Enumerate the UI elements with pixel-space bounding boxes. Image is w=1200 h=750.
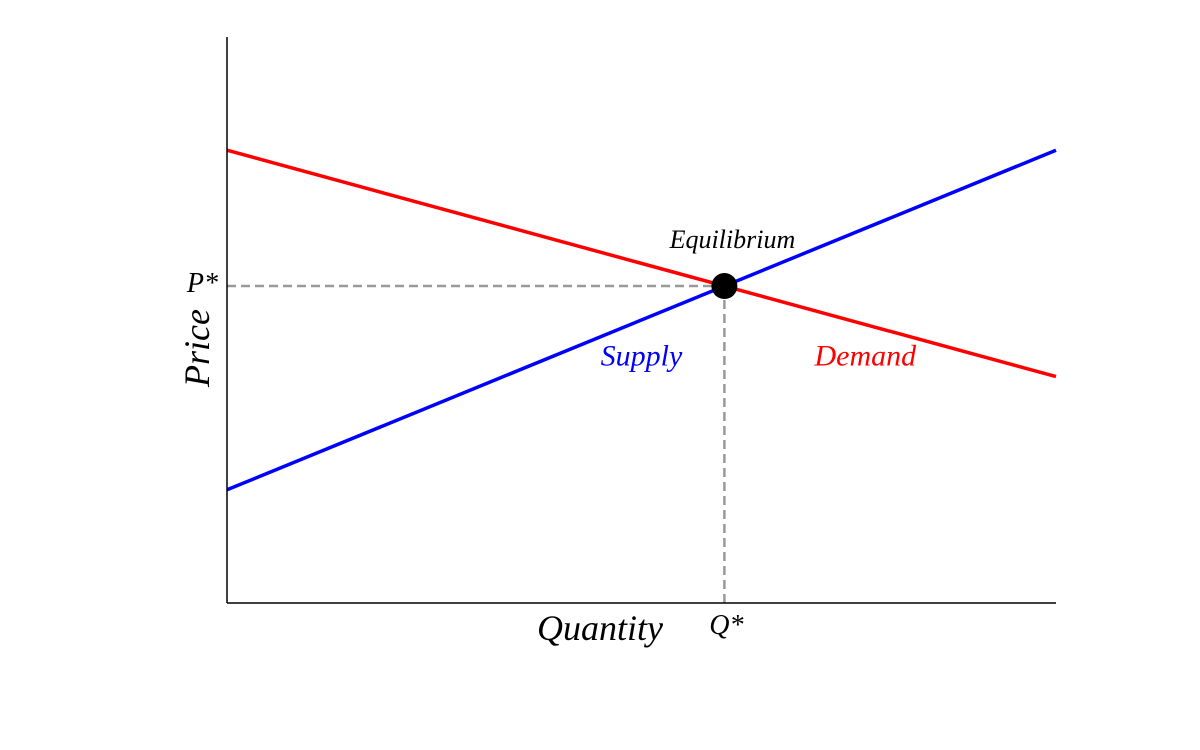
q-star-label: Q* bbox=[709, 610, 743, 641]
supply-curve-label: Supply bbox=[601, 339, 683, 372]
marks bbox=[711, 273, 738, 300]
equilibrium-label: Equilibrium bbox=[669, 225, 796, 254]
y-axis-label: Price bbox=[177, 309, 217, 388]
supply-curve bbox=[226, 148, 1057, 492]
equilibrium-point bbox=[711, 273, 738, 300]
series-lines bbox=[226, 148, 1057, 492]
demand-curve bbox=[226, 148, 1057, 379]
axes bbox=[226, 37, 1056, 604]
demand-curve-label: Demand bbox=[814, 339, 918, 372]
p-star-label: P* bbox=[186, 268, 218, 299]
x-axis-label: Quantity bbox=[537, 608, 663, 648]
equilibrium-guides bbox=[227, 284, 726, 603]
